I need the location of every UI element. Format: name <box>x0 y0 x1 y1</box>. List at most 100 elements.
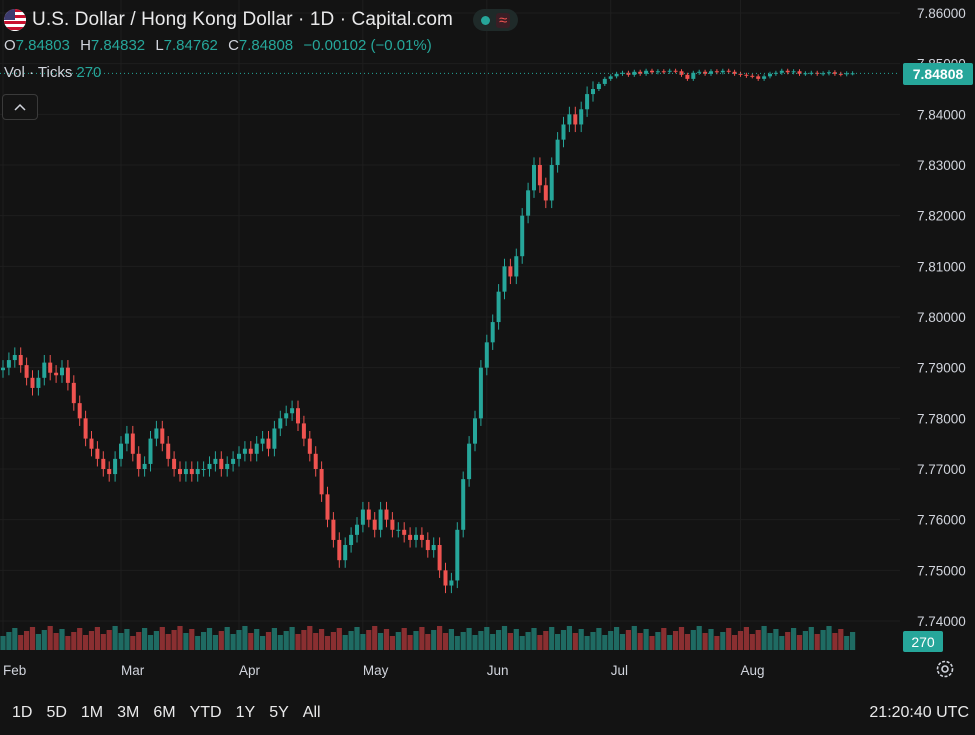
candle-body[interactable] <box>549 165 554 201</box>
candle-body[interactable] <box>750 75 755 77</box>
candle-body[interactable] <box>18 355 23 366</box>
range-button-5y[interactable]: 5Y <box>269 704 289 721</box>
candle-body[interactable] <box>797 71 802 74</box>
candle-body[interactable] <box>821 73 826 75</box>
candle-body[interactable] <box>732 71 737 74</box>
candle-body[interactable] <box>768 73 772 77</box>
dot-icon[interactable] <box>480 15 490 25</box>
candle-body[interactable] <box>543 185 548 201</box>
candle-body[interactable] <box>650 70 654 73</box>
candle-body[interactable] <box>461 479 466 530</box>
range-button-ytd[interactable]: YTD <box>189 704 222 721</box>
candle-body[interactable] <box>815 72 820 74</box>
candle-body[interactable] <box>791 71 796 73</box>
candle-body[interactable] <box>396 529 401 531</box>
candle-body[interactable] <box>272 428 277 449</box>
candle-body[interactable] <box>384 509 389 520</box>
candle-body[interactable] <box>307 438 312 454</box>
candle-body[interactable] <box>83 418 88 439</box>
candle-body[interactable] <box>154 428 159 439</box>
candle-body[interactable] <box>537 165 542 186</box>
range-button-1m[interactable]: 1M <box>80 704 104 721</box>
candle-body[interactable] <box>455 529 460 581</box>
candle-body[interactable] <box>478 367 483 419</box>
candle-body[interactable] <box>714 71 719 73</box>
candle-body[interactable] <box>166 443 171 459</box>
candle-body[interactable] <box>431 545 436 551</box>
candle-body[interactable] <box>54 372 59 376</box>
candle-body[interactable] <box>1 367 5 371</box>
candle-body[interactable] <box>726 70 731 72</box>
range-button-6m[interactable]: 6M <box>153 704 176 721</box>
candle-body[interactable] <box>142 463 147 469</box>
candle-body[interactable] <box>148 438 153 464</box>
candle-body[interactable] <box>113 458 118 475</box>
candle-body[interactable] <box>709 71 713 74</box>
candle-body[interactable] <box>6 360 11 368</box>
candle-body[interactable] <box>490 322 495 343</box>
candle-body[interactable] <box>803 73 808 75</box>
candle-body[interactable] <box>514 256 519 277</box>
candle-body[interactable] <box>71 382 76 404</box>
range-button-5d[interactable]: 5D <box>46 704 67 721</box>
candle-body[interactable] <box>762 76 767 79</box>
candle-body[interactable] <box>254 443 259 454</box>
candle-body[interactable] <box>355 524 359 535</box>
candle-body[interactable] <box>738 73 743 75</box>
range-button-1d[interactable]: 1D <box>12 704 33 721</box>
candle-body[interactable] <box>331 519 336 540</box>
indicator-toggles[interactable]: ≈ <box>472 9 519 31</box>
wave-icon[interactable]: ≈ <box>495 12 511 28</box>
candle-body[interactable] <box>644 70 649 74</box>
candle-body[interactable] <box>425 539 430 551</box>
candle-body[interactable] <box>673 70 678 72</box>
candle-body[interactable] <box>313 453 318 469</box>
candle-body[interactable] <box>319 469 324 495</box>
candle-body[interactable] <box>77 403 82 419</box>
candle-body[interactable] <box>219 458 224 469</box>
candle-body[interactable] <box>296 408 300 424</box>
candle-body[interactable] <box>30 377 35 388</box>
candle-body[interactable] <box>496 291 501 323</box>
candle-body[interactable] <box>349 534 354 545</box>
candle-body[interactable] <box>343 545 348 561</box>
candle-body[interactable] <box>484 342 489 368</box>
candle-body[interactable] <box>390 519 395 530</box>
candle-body[interactable] <box>201 469 206 470</box>
candle-body[interactable] <box>844 73 849 75</box>
candle-body[interactable] <box>608 76 613 79</box>
candle-body[interactable] <box>266 438 271 449</box>
candle-body[interactable] <box>278 418 283 429</box>
collapse-legend-button[interactable] <box>2 94 38 120</box>
candle-body[interactable] <box>638 71 643 74</box>
candle-body[interactable] <box>508 266 513 277</box>
candle-body[interactable] <box>325 494 330 520</box>
candle-body[interactable] <box>720 70 725 73</box>
candle-body[interactable] <box>231 458 236 464</box>
candle-body[interactable] <box>290 408 295 414</box>
candle-body[interactable] <box>437 545 442 571</box>
candle-body[interactable] <box>402 529 407 535</box>
candle-body[interactable] <box>124 433 129 444</box>
candle-body[interactable] <box>414 534 418 540</box>
candle-body[interactable] <box>107 469 112 475</box>
range-button-3m[interactable]: 3M <box>117 704 140 721</box>
candle-body[interactable] <box>567 114 572 125</box>
candle-body[interactable] <box>561 124 566 140</box>
candle-body[interactable] <box>449 580 454 586</box>
settings-icon[interactable] <box>935 659 955 679</box>
candle-body[interactable] <box>744 74 749 76</box>
candle-body[interactable] <box>785 70 790 73</box>
candle-body[interactable] <box>655 71 660 73</box>
candle-body[interactable] <box>48 362 53 373</box>
candle-body[interactable] <box>119 443 123 459</box>
range-button-all[interactable]: All <box>302 704 321 721</box>
candle-body[interactable] <box>337 539 342 561</box>
candle-body[interactable] <box>779 70 784 73</box>
candle-body[interactable] <box>242 448 247 454</box>
candle-body[interactable] <box>443 570 448 586</box>
candle-body[interactable] <box>667 70 672 72</box>
candle-body[interactable] <box>207 463 212 469</box>
candle-body[interactable] <box>89 438 94 449</box>
candle-body[interactable] <box>160 428 165 444</box>
